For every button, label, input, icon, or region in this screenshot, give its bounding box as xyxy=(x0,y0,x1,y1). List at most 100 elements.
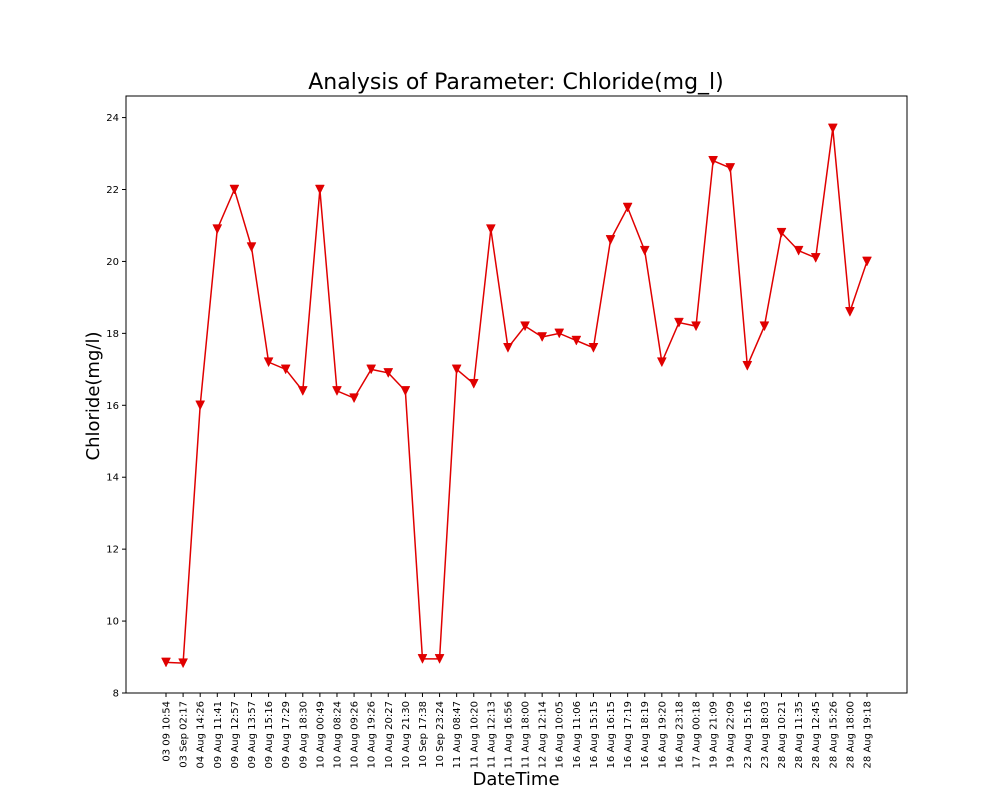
x-tick-label: 09 Aug 12:57 xyxy=(230,701,241,768)
data-point xyxy=(434,654,445,664)
x-tick-label: 16 Aug 23:18 xyxy=(674,701,685,768)
data-point xyxy=(485,224,496,235)
x-tick-label: 16 Aug 18:19 xyxy=(640,701,651,768)
x-tick-label: 11 Aug 10:20 xyxy=(469,701,480,768)
y-tick-label: 20 xyxy=(106,257,119,268)
x-tick-label: 10 Sep 23:24 xyxy=(435,701,446,768)
x-axis: 03 09 10:54 03 Sep 02:17 04 Aug 14:26 09 Au… xyxy=(162,693,874,768)
x-tick-label: 03 09 10:54 xyxy=(162,701,173,762)
data-point xyxy=(263,357,274,368)
data-point xyxy=(588,342,599,353)
data-point xyxy=(725,163,736,173)
data-point xyxy=(537,332,548,343)
plot-area: 8 10 12 14 16 18 20 22 24 03 09 10:54 03 Sep 02:1… xyxy=(106,95,908,768)
y-tick-label: 18 xyxy=(106,329,119,340)
chart-title: Analysis of Parameter: Chloride(mg_l) xyxy=(308,70,724,95)
y-tick-label: 24 xyxy=(106,113,119,124)
x-tick-label: 19 Aug 21:09 xyxy=(709,701,720,768)
x-tick-label: 19 Aug 22:09 xyxy=(726,701,737,768)
x-tick-label: 28 Aug 10:21 xyxy=(777,701,788,768)
data-point xyxy=(314,184,325,195)
data-point xyxy=(691,321,701,332)
data-point xyxy=(605,235,616,245)
x-tick-label: 09 Aug 15:16 xyxy=(264,701,275,768)
x-tick-label: 16 Aug 19:20 xyxy=(657,701,668,768)
y-tick-label: 22 xyxy=(106,185,119,196)
data-point xyxy=(639,245,650,256)
y-tick-label: 10 xyxy=(106,617,119,628)
x-tick-label: 16 Aug 11:06 xyxy=(572,701,583,768)
data-point xyxy=(400,386,411,396)
data-point xyxy=(451,364,462,375)
series-chloride xyxy=(161,123,872,669)
data-point xyxy=(195,400,206,411)
data-point xyxy=(571,335,582,346)
data-point xyxy=(417,654,428,664)
x-tick-label: 28 Aug 19:18 xyxy=(863,701,874,768)
data-point xyxy=(503,342,513,353)
x-tick-label: 09 Aug 13:57 xyxy=(247,701,258,768)
x-tick-label: 09 Aug 11:41 xyxy=(213,701,224,768)
data-point xyxy=(776,227,787,238)
x-tick-label: 10 Aug 19:26 xyxy=(367,701,378,768)
data-point xyxy=(349,393,359,404)
data-point xyxy=(622,202,633,213)
data-point xyxy=(656,357,667,368)
x-tick-label: 10 Aug 20:27 xyxy=(384,701,395,768)
x-tick-label: 10 Aug 21:30 xyxy=(401,701,412,768)
y-tick-label: 16 xyxy=(106,401,119,412)
x-axis-label: DateTime xyxy=(472,769,559,790)
x-tick-label: 11 Aug 08:47 xyxy=(452,701,463,768)
data-point xyxy=(178,658,189,669)
x-tick-label: 11 Aug 12:13 xyxy=(486,701,497,768)
x-tick-label: 12 Aug 12:14 xyxy=(538,701,549,768)
y-tick-label: 8 xyxy=(113,689,119,700)
data-point xyxy=(161,657,171,668)
data-point xyxy=(366,364,377,375)
x-tick-label: 16 Aug 10:05 xyxy=(555,701,566,768)
x-tick-label: 04 Aug 14:26 xyxy=(196,701,207,768)
data-point xyxy=(862,256,872,267)
data-point xyxy=(212,224,223,235)
data-point xyxy=(844,307,855,317)
plot-frame xyxy=(125,95,908,694)
x-tick-label: 16 Aug 15:15 xyxy=(589,701,600,768)
data-point xyxy=(383,368,394,378)
data-point xyxy=(674,317,684,328)
y-axis-label: Chloride(mg/l) xyxy=(83,332,104,461)
x-tick-label: 23 Aug 15:16 xyxy=(743,701,754,768)
x-tick-label: 16 Aug 17:19 xyxy=(623,701,634,768)
y-tick-label: 12 xyxy=(106,545,119,556)
x-tick-label: 23 Aug 18:03 xyxy=(760,701,771,768)
x-tick-label: 10 Aug 08:24 xyxy=(332,701,343,768)
x-tick-label: 10 Sep 17:38 xyxy=(418,701,429,768)
x-tick-label: 17 Aug 00:18 xyxy=(692,701,703,768)
data-point xyxy=(229,184,240,195)
data-point xyxy=(827,123,838,134)
y-axis: 8 10 12 14 16 18 20 22 24 xyxy=(106,113,126,700)
y-tick-label: 14 xyxy=(106,473,119,484)
data-point xyxy=(297,386,308,396)
x-tick-label: 11 Aug 18:00 xyxy=(521,701,532,768)
x-tick-label: 28 Aug 18:00 xyxy=(845,701,856,768)
data-point xyxy=(742,360,753,371)
data-point xyxy=(708,155,719,166)
x-tick-label: 28 Aug 12:45 xyxy=(811,701,822,768)
x-tick-label: 09 Aug 17:29 xyxy=(281,701,292,768)
x-tick-label: 28 Aug 15:26 xyxy=(828,701,839,768)
data-point xyxy=(810,253,821,263)
series-line xyxy=(165,128,868,664)
data-point xyxy=(793,245,804,256)
x-tick-label: 03 Sep 02:17 xyxy=(179,701,190,768)
x-tick-label: 11 Aug 16:56 xyxy=(503,701,514,768)
x-tick-label: 10 Aug 00:49 xyxy=(315,701,326,768)
data-point xyxy=(246,242,257,253)
data-point xyxy=(520,321,530,332)
data-point xyxy=(332,386,342,396)
x-tick-label: 09 Aug 18:30 xyxy=(298,701,309,768)
data-point xyxy=(468,378,479,389)
x-tick-label: 16 Aug 16:15 xyxy=(606,701,617,768)
x-tick-label: 28 Aug 11:35 xyxy=(794,701,805,768)
data-point xyxy=(759,321,770,332)
